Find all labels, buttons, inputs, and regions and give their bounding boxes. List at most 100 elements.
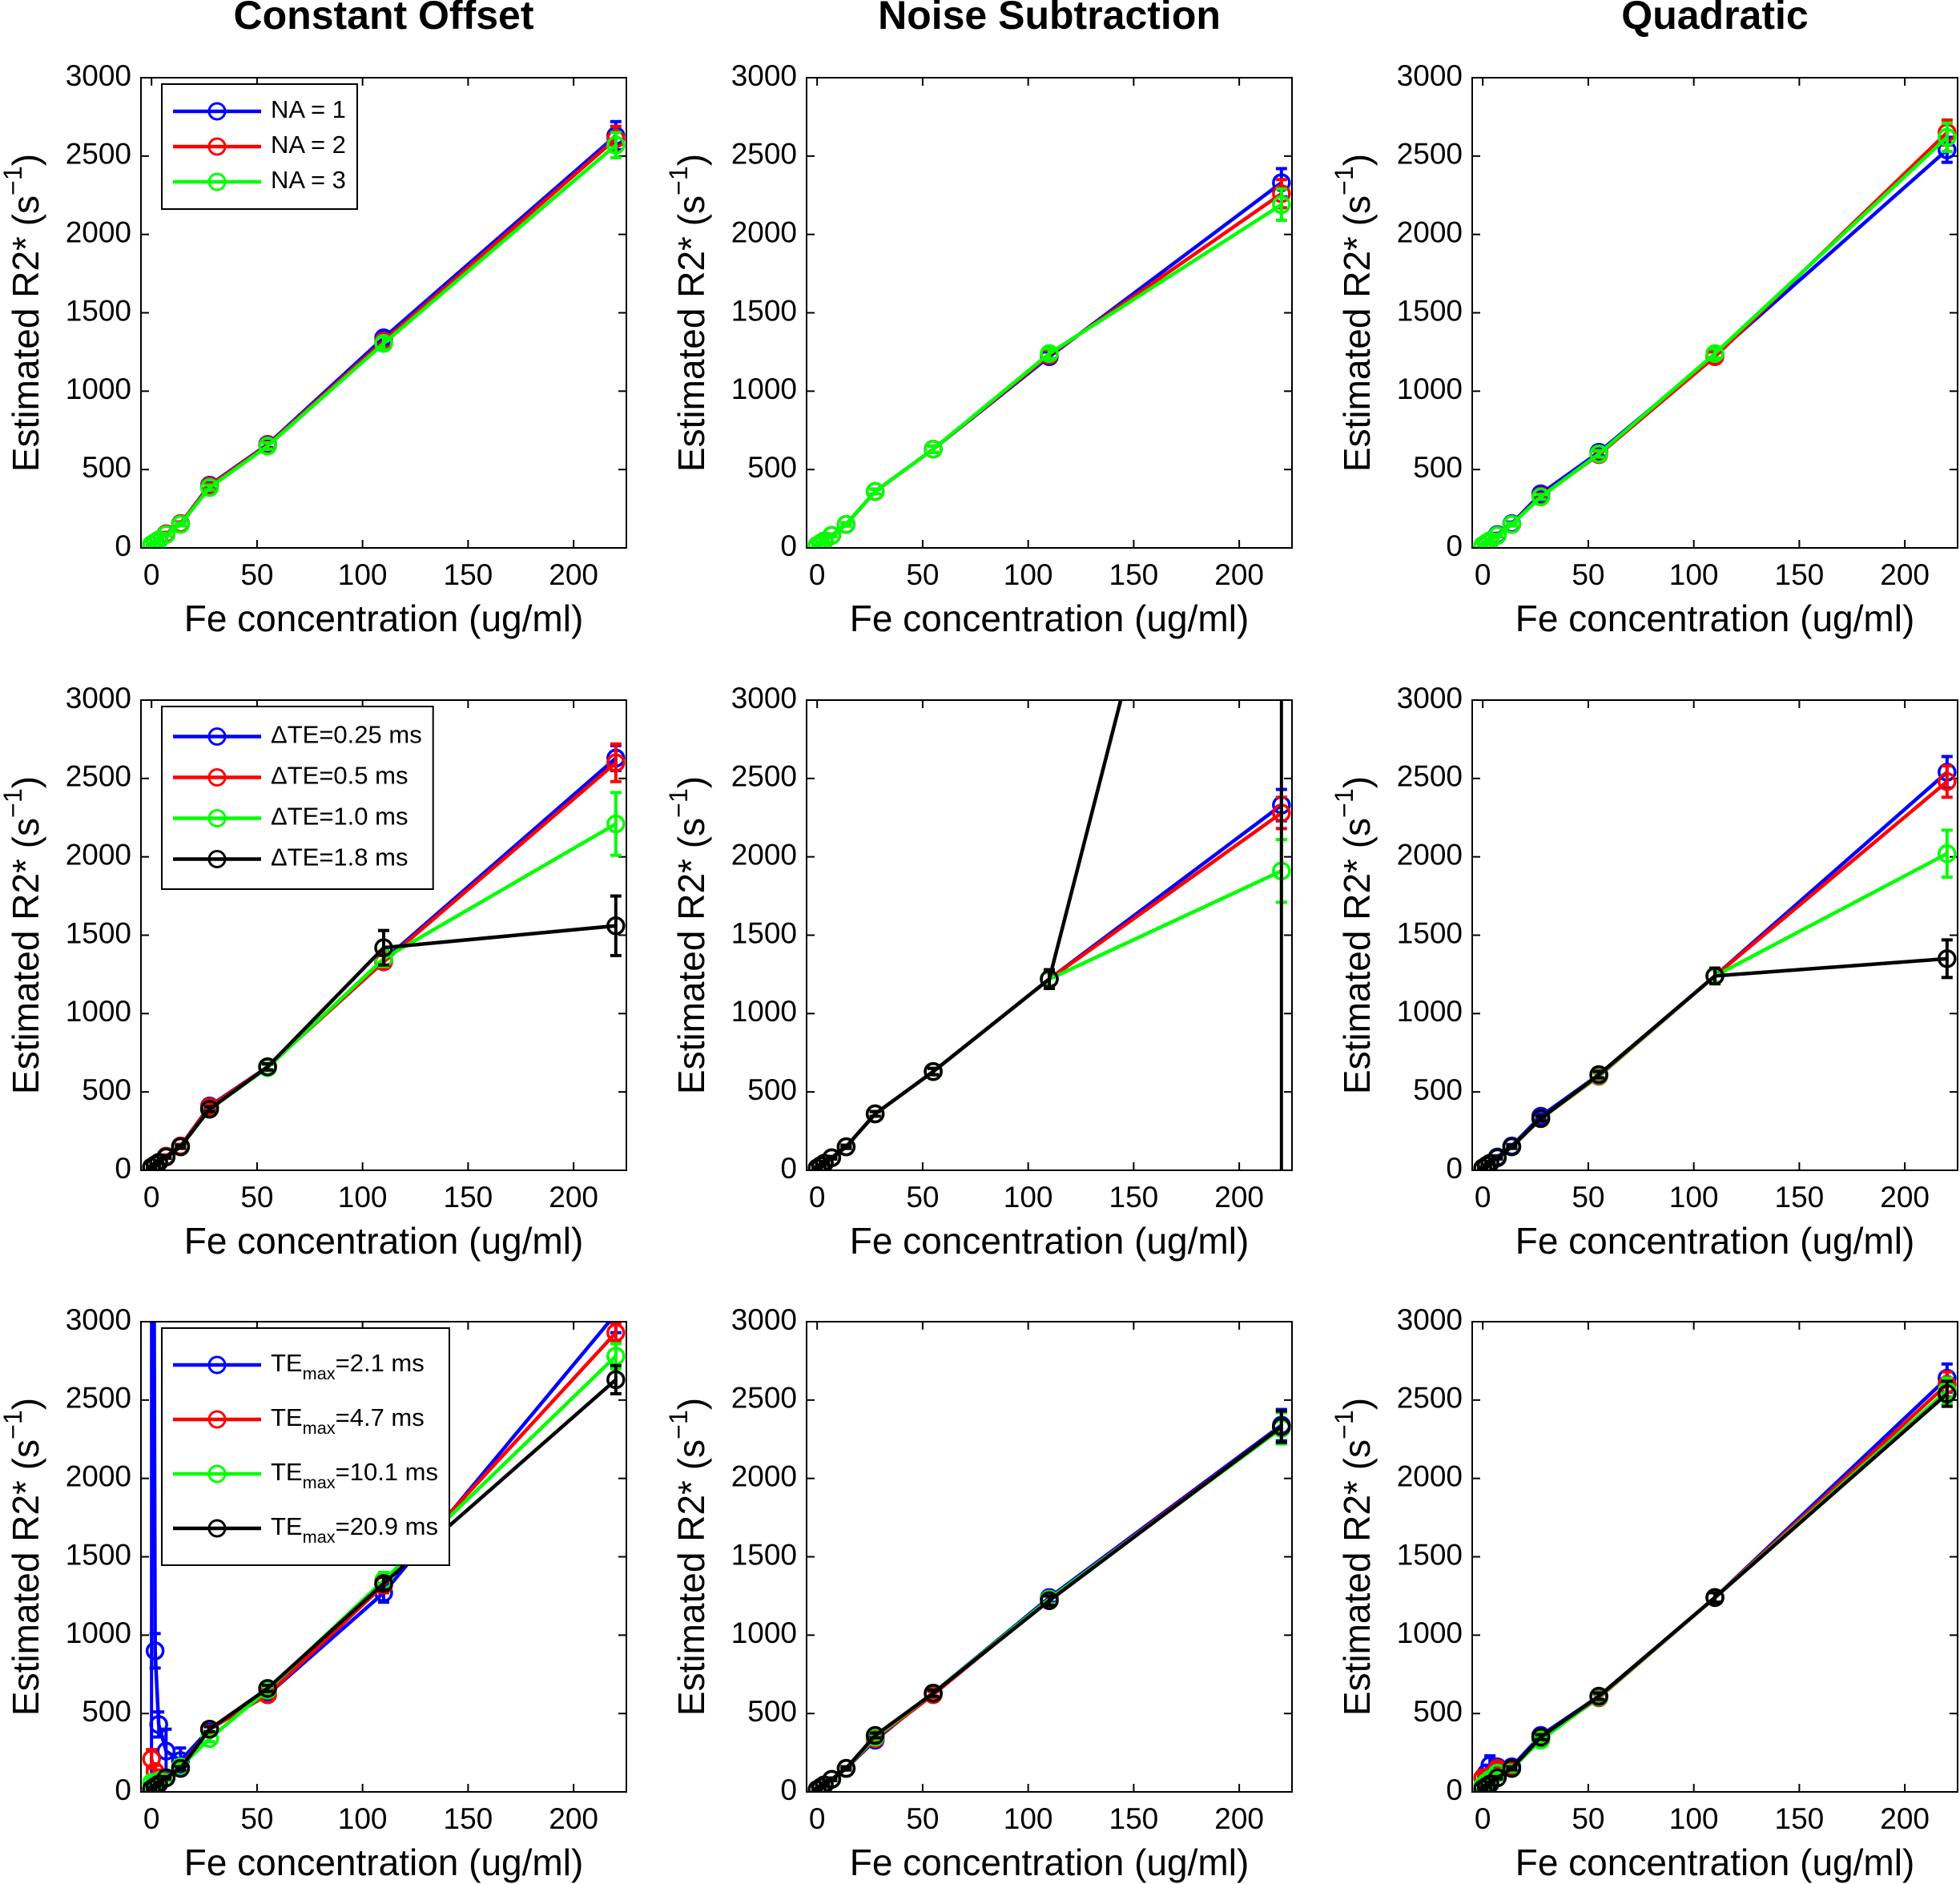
- data-point: [199, 1099, 219, 1119]
- y-tick-label: 1500: [731, 1538, 797, 1571]
- y-tick-label: 3000: [66, 59, 131, 92]
- y-axis-label: Estimated R2* (s−1): [664, 154, 713, 472]
- error-bar: [1044, 1594, 1055, 1608]
- x-tick-label: 0: [143, 558, 160, 591]
- error-bar: [175, 1765, 187, 1772]
- chart-title: Quadratic: [1621, 0, 1808, 38]
- y-axis-label: Estimated R2* (s−1): [1330, 1398, 1378, 1716]
- data-point: [149, 1715, 168, 1734]
- y-axis-label-part: Estimated R2* (s: [670, 818, 712, 1094]
- data-point: [822, 1148, 842, 1168]
- error-bar: [203, 483, 215, 492]
- y-axis-label-part: ): [670, 154, 712, 166]
- legend-label-part: =4.7 ms: [336, 1403, 425, 1431]
- y-axis-label: Estimated R2* (s−1): [0, 1398, 46, 1716]
- y-axis-label-part: ): [5, 1398, 46, 1410]
- data-point: [606, 916, 626, 936]
- y-axis-label-part: ): [1336, 154, 1378, 166]
- data-point: [606, 135, 626, 155]
- y-tick-label: 2000: [731, 838, 797, 871]
- data-point: [1531, 487, 1551, 507]
- data-point: [374, 1574, 393, 1593]
- error-bar: [840, 521, 852, 528]
- x-tick-label: 200: [1214, 1181, 1264, 1214]
- data-point: [836, 1137, 856, 1157]
- y-tick-label: 1500: [731, 294, 797, 327]
- y-tick-label: 0: [1446, 1773, 1463, 1806]
- y-tick-label: 3000: [731, 682, 797, 715]
- error-bar: [1506, 1143, 1518, 1150]
- legend-marker: [207, 1519, 227, 1538]
- axes-frame: [1471, 1321, 1958, 1793]
- y-tick-label: 0: [780, 529, 797, 562]
- y-axis-label-part: −1: [0, 788, 27, 818]
- error-bar: [1275, 187, 1287, 223]
- legend-label-part: =20.9 ms: [336, 1512, 438, 1540]
- y-tick-label: 1000: [66, 1616, 131, 1649]
- error-bar: [262, 1683, 274, 1693]
- x-tick-label: 200: [1214, 1802, 1264, 1835]
- data-point: [924, 1061, 943, 1081]
- data-point: [1531, 1109, 1551, 1129]
- y-axis-label-part: ): [5, 154, 46, 166]
- y-tick-label: 1500: [731, 916, 797, 949]
- y-tick-label: 0: [115, 1773, 131, 1806]
- error-bar: [378, 928, 389, 967]
- data-point: [924, 439, 943, 459]
- y-axis-label: Estimated R2* (s−1): [1330, 776, 1378, 1094]
- error-bar: [869, 1731, 881, 1740]
- x-tick-label: 50: [240, 1802, 273, 1835]
- data-point: [374, 938, 393, 957]
- y-axis-label-part: Estimated R2* (s: [1336, 1439, 1378, 1716]
- data-point: [836, 514, 856, 534]
- x-tick-label: 0: [1475, 1802, 1491, 1835]
- legend-marker: [207, 1410, 227, 1429]
- error-bar: [1279, 700, 1283, 1170]
- x-tick-label: 0: [809, 1181, 826, 1214]
- x-tick-label: 100: [1004, 1181, 1053, 1214]
- data-point: [606, 814, 626, 834]
- data-point: [1502, 514, 1522, 534]
- x-tick-label: 50: [1572, 1181, 1604, 1214]
- y-tick-label: 2000: [1397, 1459, 1463, 1492]
- y-tick-label: 3000: [731, 1303, 797, 1336]
- y-axis-label-part: −1: [1330, 788, 1358, 818]
- x-axis-label: Fe concentration (ug/ml): [850, 598, 1250, 639]
- x-tick-label: 0: [1475, 558, 1491, 591]
- plot-area: [807, 700, 1292, 1170]
- legend-label-part: max: [303, 1472, 336, 1492]
- error-bar: [840, 1143, 852, 1150]
- legend-label: ΔTE=0.25 ms: [271, 721, 422, 749]
- y-tick-label: 3000: [731, 59, 797, 92]
- y-tick-label: 1500: [66, 1538, 131, 1571]
- data-point: [258, 437, 277, 456]
- y-tick-label: 0: [1446, 1152, 1463, 1185]
- x-axis-label: Fe concentration (ug/ml): [184, 598, 584, 639]
- data-point: [258, 1679, 277, 1698]
- chart-title: Constant Offset: [234, 0, 534, 38]
- data-point: [171, 1137, 191, 1157]
- x-tick-label: 50: [240, 1181, 273, 1214]
- data-point: [156, 1768, 176, 1788]
- plot-area: [1472, 78, 1958, 548]
- legend-label: TEmax=2.1 ms: [271, 1349, 425, 1383]
- legend-label-part: max: [303, 1418, 336, 1438]
- legend-marker: [207, 768, 227, 787]
- legend-label-part: max: [303, 1527, 336, 1547]
- x-tick-label: 150: [1775, 1802, 1825, 1835]
- y-axis-label-part: −1: [0, 166, 27, 195]
- data-point: [1938, 771, 1957, 791]
- legend-marker: [207, 102, 227, 121]
- error-bar: [1506, 521, 1518, 528]
- data-point: [1487, 1148, 1507, 1168]
- axes-frame: [806, 699, 1293, 1171]
- y-tick-label: 2000: [1397, 838, 1463, 871]
- error-bar: [262, 1061, 274, 1072]
- y-axis-label: Estimated R2* (s−1): [664, 776, 713, 1094]
- y-axis-label: Estimated R2* (s−1): [664, 1398, 713, 1716]
- y-tick-label: 2500: [731, 1382, 797, 1415]
- y-tick-label: 500: [1413, 1073, 1463, 1106]
- y-tick-label: 2000: [66, 215, 131, 248]
- y-axis-label-part: ): [670, 776, 712, 788]
